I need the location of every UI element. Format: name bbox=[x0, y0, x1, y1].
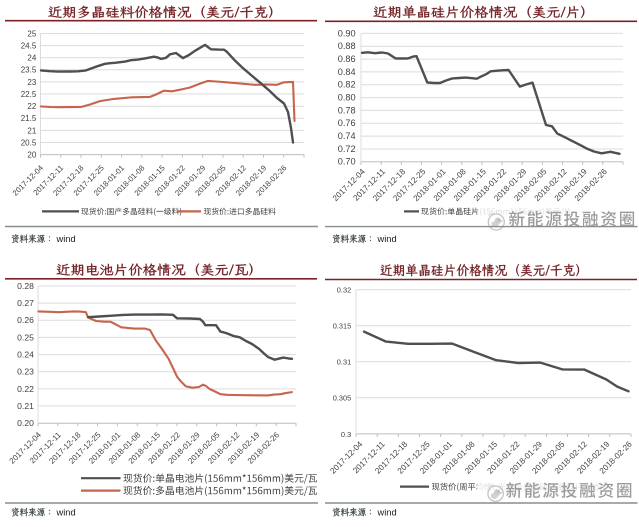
svg-text:0.70: 0.70 bbox=[338, 157, 356, 167]
svg-text:0.20: 0.20 bbox=[17, 418, 34, 428]
svg-text:0.3: 0.3 bbox=[341, 430, 351, 439]
svg-text:0.25: 0.25 bbox=[17, 332, 34, 342]
svg-text:0.86: 0.86 bbox=[338, 54, 356, 64]
svg-text:21: 21 bbox=[27, 126, 36, 135]
svg-text:0.27: 0.27 bbox=[17, 298, 34, 308]
svg-text:0.315: 0.315 bbox=[333, 322, 352, 331]
svg-text:0.78: 0.78 bbox=[338, 105, 356, 115]
svg-text:wind: wind bbox=[377, 507, 397, 517]
svg-text:24.5: 24.5 bbox=[21, 42, 37, 51]
svg-text:0.84: 0.84 bbox=[338, 67, 356, 77]
svg-text:25: 25 bbox=[27, 29, 36, 38]
svg-text:0.80: 0.80 bbox=[338, 93, 356, 103]
svg-text:21.5: 21.5 bbox=[21, 114, 37, 123]
svg-text:0.305: 0.305 bbox=[333, 394, 352, 403]
svg-text:wind: wind bbox=[56, 507, 76, 517]
svg-text:0.24: 0.24 bbox=[17, 350, 34, 360]
svg-text:0.21: 0.21 bbox=[17, 401, 34, 411]
svg-text:23: 23 bbox=[27, 78, 36, 87]
svg-text:0.72: 0.72 bbox=[338, 144, 356, 154]
svg-text:0.31: 0.31 bbox=[337, 358, 351, 367]
svg-text:0.74: 0.74 bbox=[338, 131, 356, 141]
svg-text:0.32: 0.32 bbox=[337, 286, 351, 295]
svg-text:0.76: 0.76 bbox=[338, 118, 356, 128]
svg-text:wind: wind bbox=[56, 234, 76, 244]
svg-text:0.26: 0.26 bbox=[17, 315, 34, 325]
svg-text:20: 20 bbox=[27, 151, 36, 160]
svg-text:23.5: 23.5 bbox=[21, 66, 37, 75]
svg-text:0.23: 0.23 bbox=[17, 367, 34, 377]
svg-text:0.88: 0.88 bbox=[338, 41, 356, 51]
svg-text:24: 24 bbox=[27, 54, 36, 63]
svg-text:0.90: 0.90 bbox=[338, 28, 356, 38]
svg-text:0.28: 0.28 bbox=[17, 281, 34, 291]
svg-text:wind: wind bbox=[377, 234, 397, 244]
svg-text:22: 22 bbox=[27, 102, 36, 111]
svg-text:0.82: 0.82 bbox=[338, 80, 356, 90]
svg-text:22.5: 22.5 bbox=[21, 90, 37, 99]
svg-text:0.22: 0.22 bbox=[17, 384, 34, 394]
svg-text:20.5: 20.5 bbox=[21, 138, 37, 147]
